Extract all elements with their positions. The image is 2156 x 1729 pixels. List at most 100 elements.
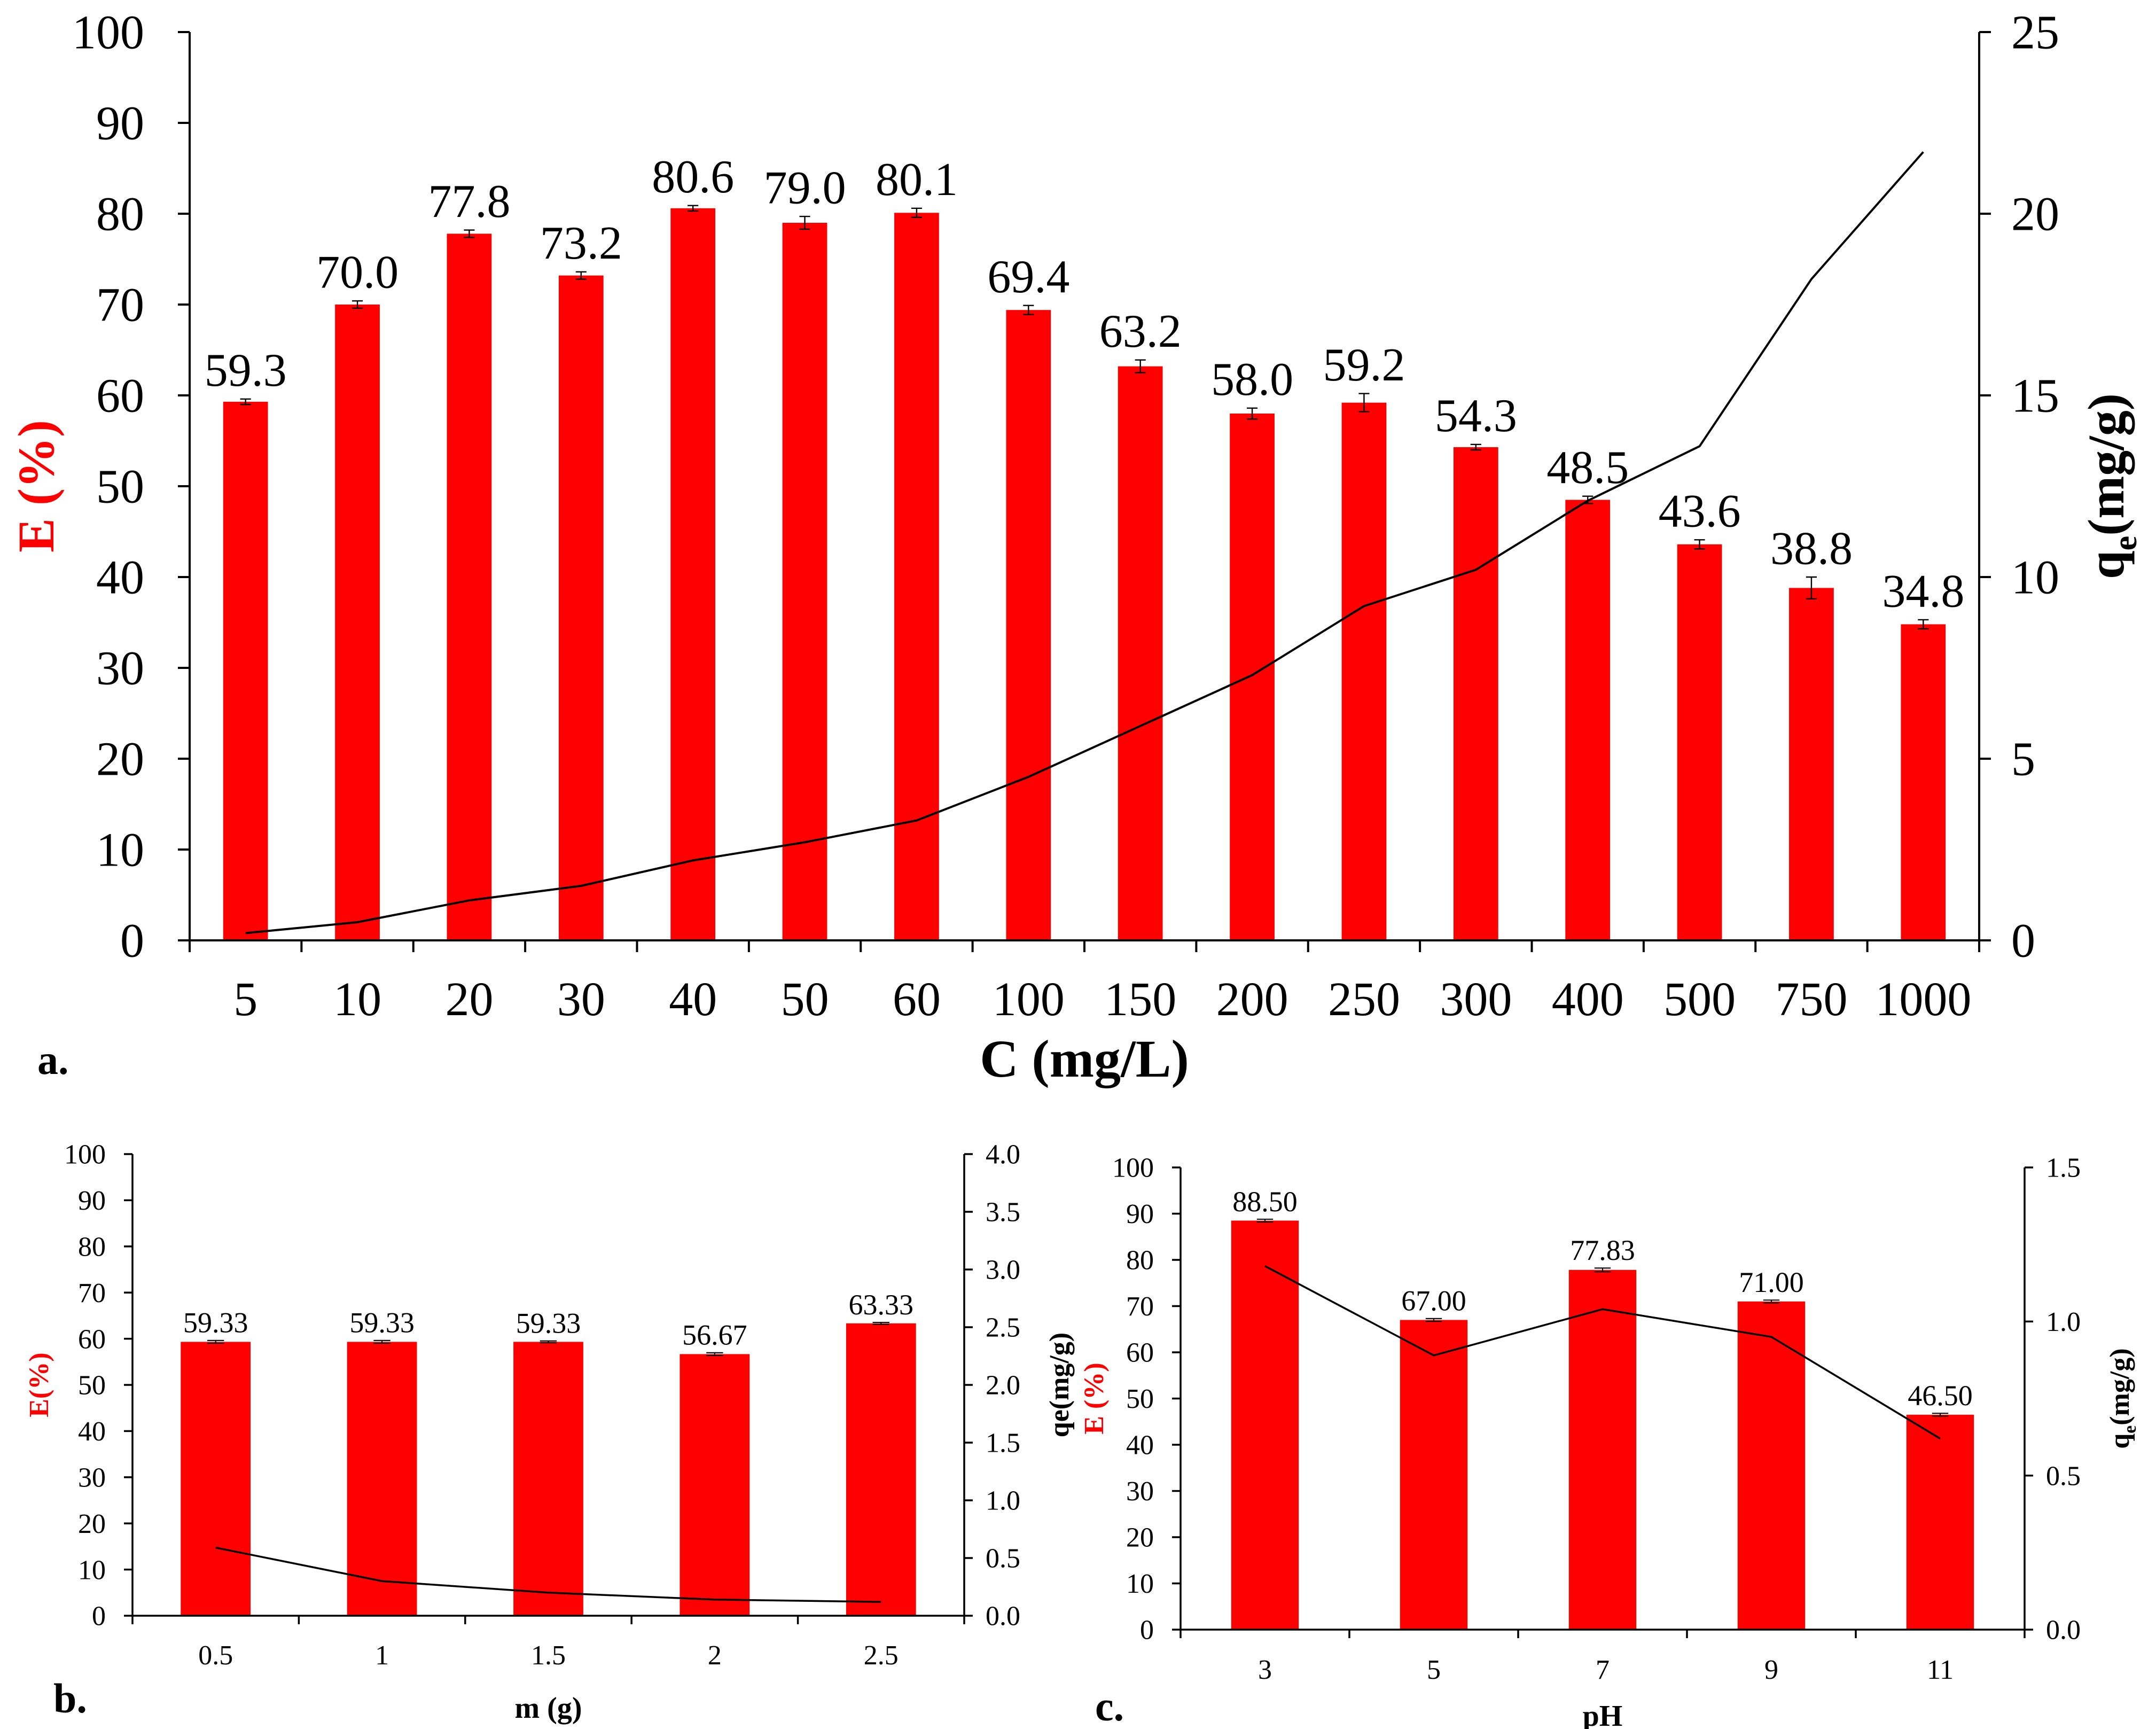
y-tick-label: 30 [78,1462,106,1493]
y2-tick-label: 3.5 [986,1197,1020,1228]
bar-1 [347,1342,417,1616]
error-bar-250 [1358,393,1370,412]
bar-250 [1341,402,1387,940]
y2-tick-label: 4.0 [986,1140,1020,1170]
x-tick-label-750: 750 [1775,973,1847,1026]
y2-tick-label: 0.0 [986,1601,1020,1632]
value-label-9: 71.00 [1739,1266,1804,1298]
y-tick-label: 40 [78,1416,106,1447]
x-tick-label-2.5: 2.5 [864,1640,899,1671]
bar-11 [1906,1414,1974,1630]
error-bar-9 [1763,1299,1780,1304]
y-tick-label: 60 [1126,1338,1154,1368]
error-bar-200 [1247,407,1258,420]
y-axis-title: E (%) [7,420,65,552]
error-bar-3 [1256,1218,1274,1223]
x-tick-label-7: 7 [1596,1655,1610,1685]
y-tick-label: 80 [78,1232,106,1262]
y2-tick-label: 5 [2011,733,2035,786]
y-tick-label: 10 [78,1555,106,1585]
y2-axis-title-main: qe(mg/g) [1044,1333,1075,1437]
y2-tick-label: 1.0 [2046,1307,2081,1337]
y-tick-label: 40 [96,551,144,604]
error-bar-5 [240,398,251,406]
bar-7 [1568,1270,1637,1630]
y-tick-label: 30 [96,642,144,695]
x-tick-label-1000: 1000 [1875,973,1971,1026]
bar-1.5 [513,1342,583,1616]
y2-tick-label: 2.5 [986,1313,1020,1343]
error-bar-2 [706,1352,723,1357]
bar-750 [1789,588,1834,940]
error-bar-1.5 [540,1340,557,1344]
value-label-20: 77.8 [428,176,510,228]
y2-tick-label: 0.5 [986,1544,1020,1574]
qe-line [245,151,1924,934]
y2-axis-title: qe(mg/g) [1044,1333,1075,1437]
value-label-150: 63.2 [1099,306,1182,357]
x-tick-label-30: 30 [557,973,605,1026]
y2-tick-label: 25 [2011,6,2059,59]
y-tick-label: 100 [1112,1153,1154,1183]
value-label-2.5: 63.33 [849,1289,914,1321]
y-tick-label: 0 [1140,1615,1154,1646]
y2-axis-title-rest: (mg/g) [2105,1348,2135,1425]
x-tick-label-50: 50 [781,973,829,1026]
x-tick-label-20: 20 [445,973,493,1026]
y2-tick-label: 2.0 [986,1370,1020,1401]
value-label-2: 56.67 [682,1319,747,1351]
value-label-400: 48.5 [1546,442,1629,494]
y2-tick-label: 1.5 [986,1428,1020,1459]
panel-label: b. [53,1675,87,1722]
y-tick-label: 90 [1126,1199,1154,1229]
bar-100 [1006,310,1051,941]
bar-30 [558,275,604,940]
error-bar-100 [1023,305,1034,315]
y-tick-label: 60 [96,370,144,423]
y-tick-label: 70 [78,1278,106,1309]
y2-tick-label: 0.0 [2046,1615,2081,1646]
x-tick-label-10: 10 [333,973,381,1026]
error-bar-300 [1470,443,1481,451]
x-tick-label-150: 150 [1104,973,1176,1026]
y-tick-label: 50 [78,1370,106,1401]
error-bar-0.5 [207,1339,224,1344]
y-tick-label: 10 [1126,1569,1154,1599]
y-tick-label: 90 [96,97,144,150]
y-axis-title: E (%) [1079,1362,1110,1434]
y2-tick-label: 1.5 [2046,1153,2081,1183]
y-tick-label: 20 [1126,1523,1154,1553]
bar-3 [1231,1220,1299,1630]
chart-panel-b: 59.33 59.33 59.33 56.67 63.33 0 10 20 30 40 50 60 70… [24,1140,1075,1725]
y-tick-label: 0 [92,1601,106,1632]
y-tick-label: 90 [78,1186,106,1216]
value-label-1: 59.33 [349,1307,415,1339]
y2-tick-label: 0.5 [2046,1461,2081,1491]
bar-40 [670,208,716,940]
error-bar-50 [799,215,810,230]
x-tick-label-250: 250 [1328,973,1400,1026]
value-label-30: 73.2 [540,217,622,269]
x-tick-label-1.5: 1.5 [531,1640,566,1671]
bar-1000 [1901,624,1946,940]
y2-axis-title-main: q [2077,550,2135,579]
x-tick-label-400: 400 [1552,973,1624,1026]
y2-axis-title: qe(mg/g) [2077,393,2144,579]
y-tick-label: 50 [96,461,144,513]
value-label-200: 58.0 [1211,354,1293,406]
chart-panel-c: 88.5067.0077.8371.0046.50010203040506070… [1079,1153,2140,1729]
x-tick-label-100: 100 [993,973,1065,1026]
bar-9 [1737,1301,1806,1630]
error-bar-1 [373,1339,390,1344]
x-tick-label-11: 11 [1927,1655,1954,1685]
value-label-10: 70.0 [316,247,399,299]
error-bar-750 [1806,576,1817,600]
value-label-5: 59.3 [205,345,287,396]
x-tick-label-5: 5 [1427,1655,1441,1685]
y-tick-label: 60 [78,1324,106,1354]
y2-tick-label: 10 [2011,551,2059,604]
y2-tick-label: 0 [2011,915,2035,968]
y-tick-label: 80 [96,188,144,241]
error-bar-40 [688,205,699,212]
